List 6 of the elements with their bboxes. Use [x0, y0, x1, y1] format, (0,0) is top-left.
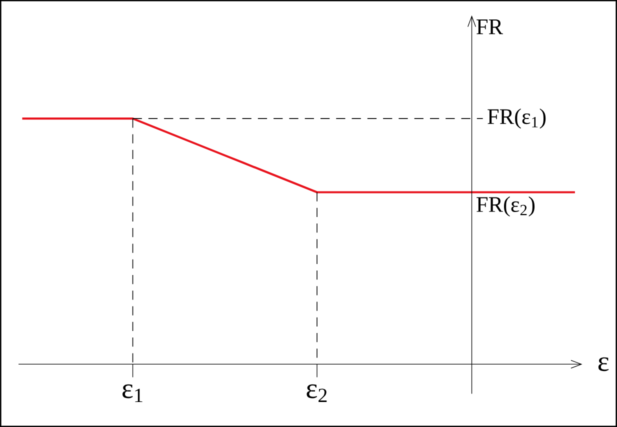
annotation: FR(ε$_{2}$) [476, 196, 535, 216]
x-tick-label: ε$_{2}$ [306, 384, 327, 402]
x-axis-title: ε [598, 357, 609, 372]
y-axis-title: FR [476, 20, 504, 34]
annotation: FR(ε$_{1}$) [488, 108, 546, 129]
x-tick-label: ε$_{1}$ [122, 384, 142, 402]
